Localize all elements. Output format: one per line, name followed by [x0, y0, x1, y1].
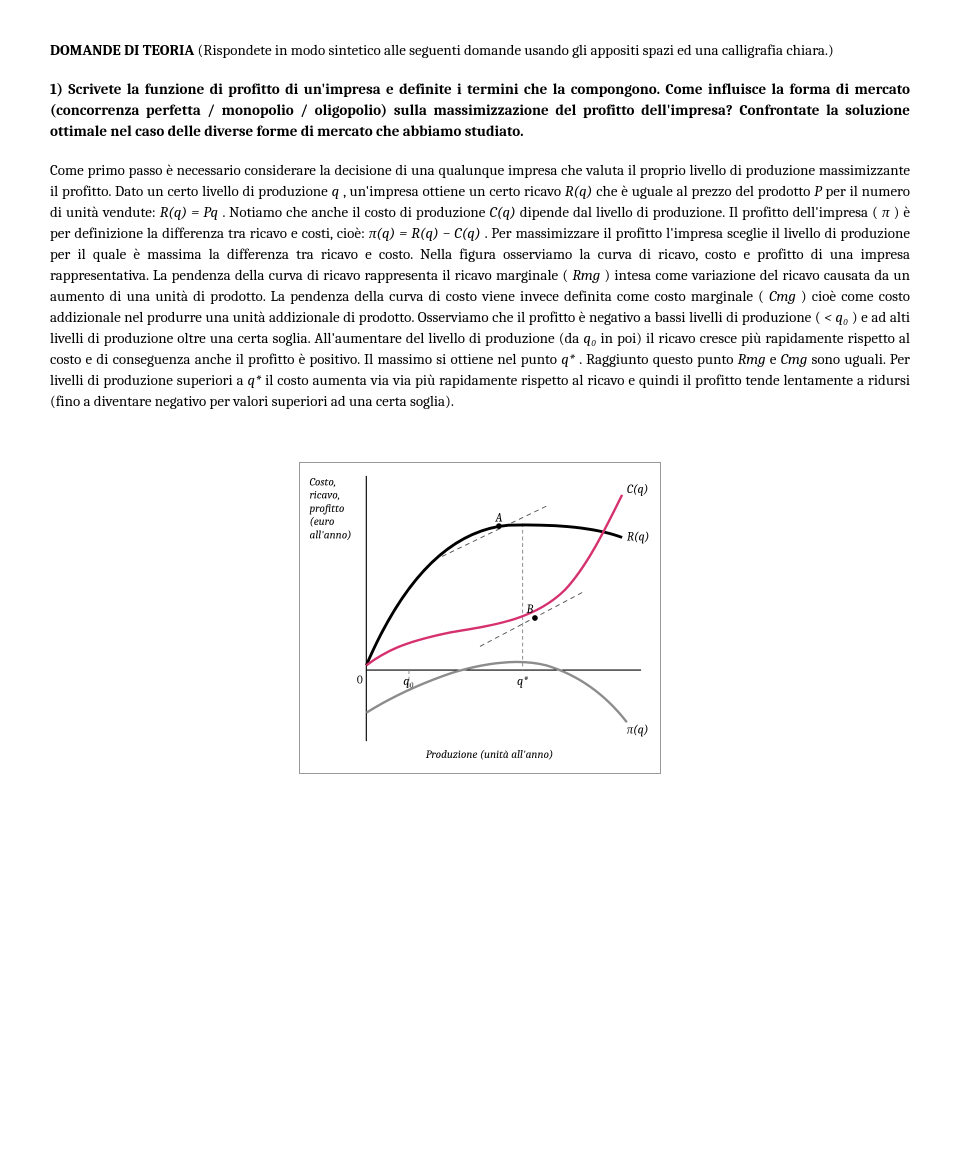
text: che è uguale al prezzo del prodotto: [596, 182, 814, 200]
symbol-qstar: q*: [561, 350, 575, 368]
svg-text:0: 0: [357, 673, 363, 686]
page-title: DOMANDE DI TEORIA: [50, 41, 194, 59]
svg-text:q₀: q₀: [403, 675, 414, 689]
question-1: 1) Scrivete la funzione di profitto di u…: [50, 79, 910, 142]
symbol-q0: q₀: [583, 329, 596, 347]
profit-chart: Costo,ricavo,profitto(euroall'anno) A B C(q…: [50, 462, 910, 780]
text: . Notiamo che anche il costo di produzio…: [222, 203, 489, 221]
svg-text:B: B: [525, 603, 533, 617]
symbol-Cmg2: Cmg: [781, 350, 808, 368]
page-subtitle: (Rispondete in modo sintetico alle segue…: [194, 41, 834, 59]
formula-piRqCq: π(q) = R(q) − C(q): [369, 224, 481, 242]
svg-text:C(q): C(q): [627, 483, 649, 497]
text: dipende dal livello di produzione. Il pr…: [520, 203, 882, 221]
formula-RqPq: R(q) = Pq: [160, 203, 219, 221]
svg-text:all'anno): all'anno): [309, 528, 351, 541]
symbol-Rmg: Rmg: [572, 266, 600, 284]
svg-text:Costo,: Costo,: [309, 475, 336, 488]
text: , un'impresa ottiene un certo ricavo: [343, 182, 565, 200]
symbol-Rmg2: Rmg: [738, 350, 766, 368]
symbol-Cq: C(q): [489, 203, 515, 221]
symbol-qstar2: q*: [248, 371, 262, 389]
symbol-ltq0: < q₀: [824, 308, 848, 326]
answer-body: Come primo passo è necessario considerar…: [50, 160, 910, 412]
svg-text:(euro: (euro: [309, 515, 334, 528]
text: . Raggiunto questo punto: [579, 350, 738, 368]
symbol-q: q: [332, 182, 340, 200]
text: e: [770, 350, 781, 368]
svg-text:q*: q*: [517, 675, 528, 689]
svg-text:profitto: profitto: [309, 502, 344, 515]
svg-text:ricavo,: ricavo,: [309, 489, 340, 502]
symbol-P: P: [814, 182, 822, 200]
svg-text:A: A: [494, 511, 502, 525]
symbol-Rq: R(q): [565, 182, 592, 200]
symbol-pi: π: [882, 203, 890, 221]
svg-text:π(q): π(q): [627, 724, 649, 738]
svg-text:R(q): R(q): [627, 530, 650, 544]
svg-text:Produzione (unità all'anno): Produzione (unità all'anno): [426, 748, 554, 761]
symbol-Cmg: Cmg: [769, 287, 796, 305]
